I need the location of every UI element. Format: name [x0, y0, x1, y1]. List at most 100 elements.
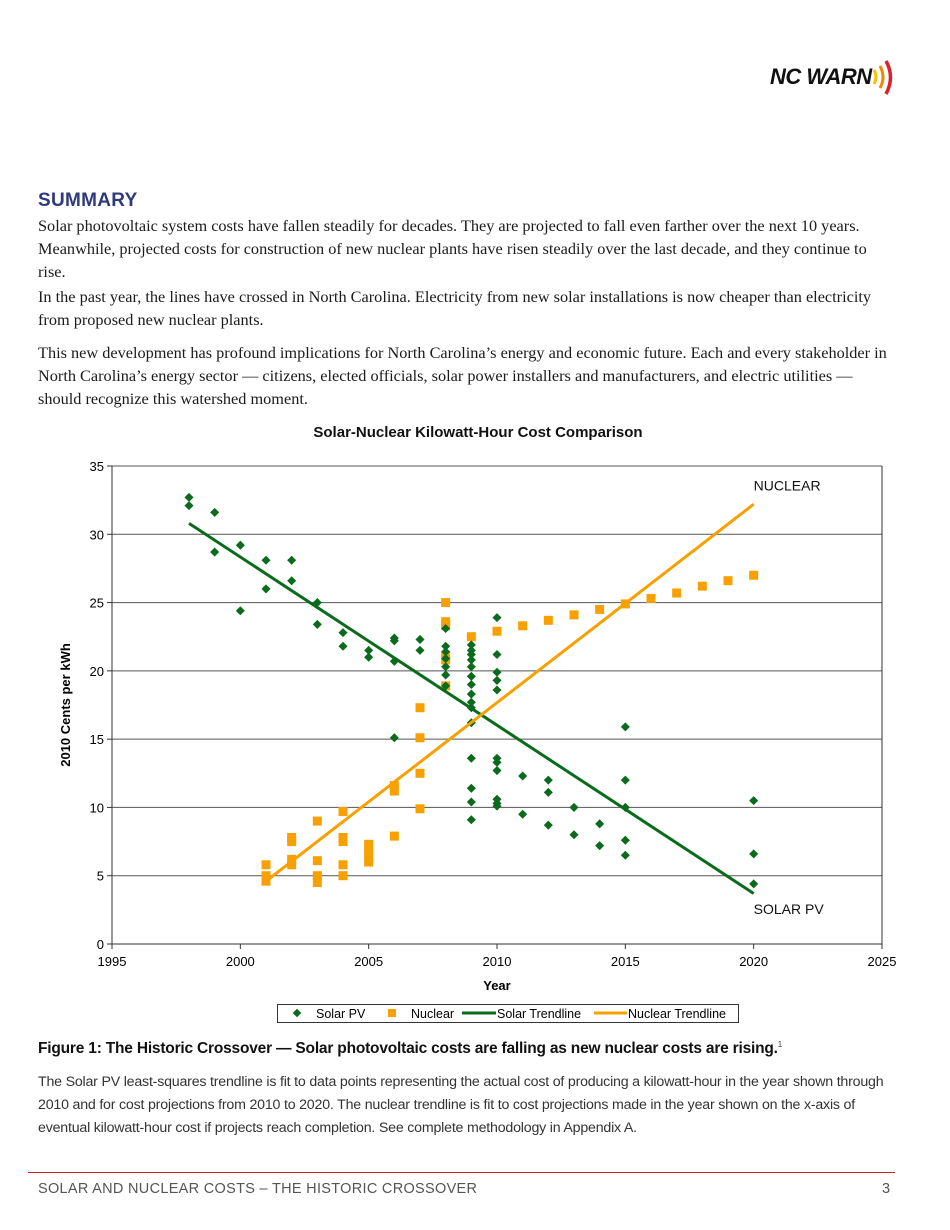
solar-trendline: [188, 522, 755, 895]
nuclear-point: [466, 632, 476, 642]
x-tick-label: 2010: [483, 954, 512, 969]
solar-point: [492, 613, 502, 623]
legend-nuclear-trendline: Nuclear Trendline: [628, 1007, 726, 1021]
x-tick-label: 2020: [739, 954, 768, 969]
summary-paragraph: This new development has profound implic…: [38, 343, 887, 408]
y-tick-label: 15: [90, 732, 104, 747]
nuclear-point: [415, 703, 425, 713]
solar-point: [543, 820, 553, 830]
x-axis-label: Year: [483, 978, 510, 993]
chart-title: Solar-Nuclear Kilowatt-Hour Cost Compari…: [313, 424, 642, 441]
nuclear-point: [749, 570, 759, 580]
cost-comparison-chart: Solar-Nuclear Kilowatt-Hour Cost Compari…: [58, 424, 897, 1023]
legend-solar-marker: [292, 1008, 302, 1018]
solar-point: [338, 628, 348, 638]
solar-point: [569, 802, 579, 812]
solar-point: [466, 753, 476, 763]
nuclear-point: [364, 839, 374, 849]
nuclear-point: [261, 871, 271, 881]
solar-point: [312, 619, 322, 629]
solar-point: [415, 634, 425, 644]
summary-paragraph: Solar photovoltaic system costs have fal…: [38, 216, 867, 281]
nuclear-point: [723, 576, 733, 586]
nuclear-point: [569, 610, 579, 620]
summary-paragraph: In the past year, the lines have crossed…: [38, 287, 872, 329]
solar-point: [287, 555, 297, 565]
y-tick-label: 30: [90, 527, 104, 542]
nuclear-point: [287, 837, 297, 847]
y-tick-label: 20: [90, 664, 104, 679]
solar-point: [492, 649, 502, 659]
nuclear-point: [389, 831, 399, 841]
y-tick-label: 0: [97, 937, 104, 952]
solar-point: [492, 766, 502, 776]
legend-solar: Solar PV: [316, 1007, 366, 1021]
page-number: 3: [882, 1181, 891, 1197]
nuclear-point: [672, 588, 682, 598]
legend-nuclear: Nuclear: [411, 1007, 454, 1021]
nuclear-point: [338, 837, 348, 847]
solar-point: [466, 679, 476, 690]
nuclear-point: [364, 857, 374, 867]
y-tick-label: 35: [90, 459, 104, 474]
solar-point: [210, 507, 220, 517]
legend-solar-trendline: Solar Trendline: [497, 1007, 581, 1021]
solar-point: [492, 685, 502, 695]
solar-point: [492, 801, 502, 811]
x-tick-label: 1995: [98, 954, 127, 969]
y-axis-label: 2010 Cents per kWh: [58, 643, 73, 767]
nuclear-point: [697, 581, 707, 591]
logo-text: NC WARN: [770, 64, 872, 89]
solar-point: [441, 670, 451, 680]
footer-divider: [28, 1172, 895, 1173]
nuclear-point: [338, 807, 348, 817]
legend: Solar PV Nuclear Solar Trendline Nuclear…: [277, 1004, 739, 1023]
solar-point: [441, 647, 451, 657]
solar-point: [364, 652, 374, 662]
nuclear-point: [338, 860, 348, 870]
solar-point: [518, 771, 528, 781]
nuclear-point: [389, 781, 399, 791]
nuclear-point: [415, 768, 425, 778]
solar-point: [184, 501, 194, 511]
nuclear-point: [364, 846, 374, 856]
nuclear-point: [338, 871, 348, 881]
nuclear-point: [389, 786, 399, 796]
solar-point: [466, 655, 476, 665]
nuclear-point: [415, 804, 425, 814]
solar-point: [287, 576, 297, 586]
signal-waves-icon: [872, 60, 893, 95]
solar-point: [466, 671, 476, 681]
nc-warn-logo: NC WARN: [768, 58, 903, 95]
solar-point: [235, 540, 245, 550]
nuclear-point: [261, 860, 271, 870]
nuclear-point: [312, 871, 322, 881]
nuclear-point: [646, 593, 656, 603]
nuclear-point: [287, 854, 297, 864]
figure-caption: Figure 1: The Historic Crossover — Solar…: [38, 1040, 782, 1058]
nuclear-point: [543, 615, 553, 625]
section-title: SUMMARY: [38, 190, 138, 211]
solar-point: [492, 667, 502, 677]
solar-point: [235, 606, 245, 616]
nuclear-point: [441, 598, 451, 608]
solar-point: [261, 584, 271, 594]
y-tick-label: 10: [90, 800, 104, 815]
solar-point: [620, 775, 630, 785]
nuclear-point: [595, 604, 605, 614]
solar-point: [466, 689, 476, 699]
solar-point: [749, 879, 759, 889]
solar-point: [569, 830, 579, 840]
x-tick-label: 2000: [226, 954, 255, 969]
footnote-mark: 1: [777, 1040, 783, 1049]
legend-nuclear-marker: [388, 1009, 396, 1017]
solar-point: [466, 797, 476, 807]
solar-annotation: SOLAR PV: [754, 901, 825, 917]
nuclear-point: [287, 860, 297, 870]
solar-point: [543, 787, 553, 797]
x-tick-label: 2015: [611, 954, 640, 969]
nuclear-trendline: [265, 503, 755, 883]
solar-point: [210, 547, 220, 557]
x-tick-label: 2025: [868, 954, 897, 969]
solar-point: [595, 819, 605, 829]
